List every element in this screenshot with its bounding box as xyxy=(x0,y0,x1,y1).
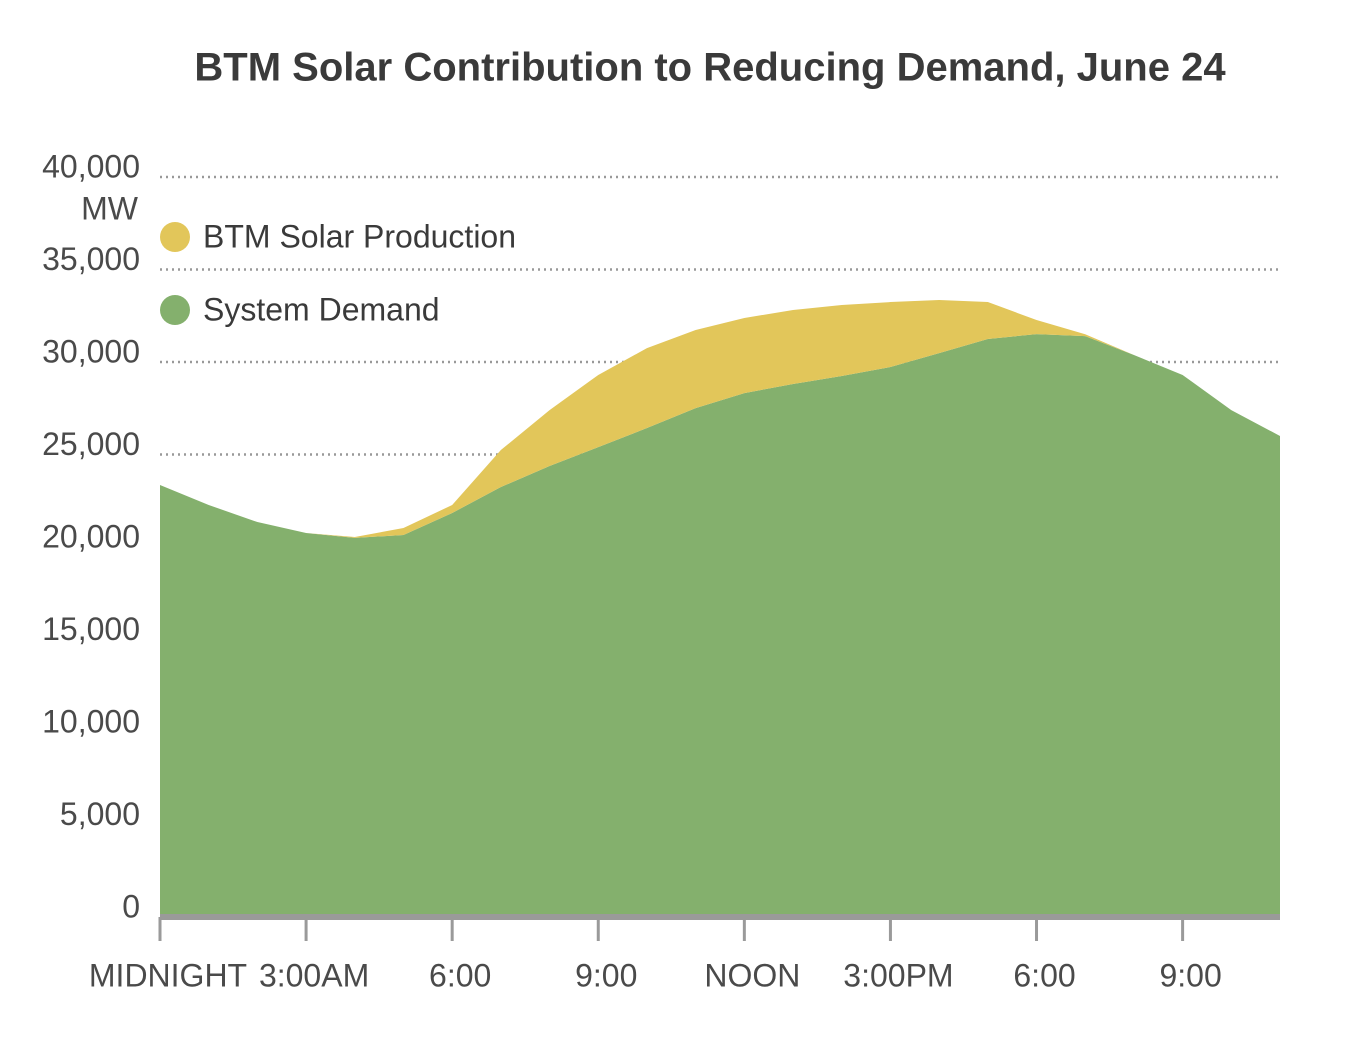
legend-label: System Demand xyxy=(203,291,440,327)
legend-label: BTM Solar Production xyxy=(203,218,516,254)
y-tick-label: 5,000 xyxy=(60,796,140,832)
y-tick-label: 40,000 xyxy=(42,148,140,184)
y-tick-label: 35,000 xyxy=(42,241,140,277)
x-tick-label: 6:00 xyxy=(1013,957,1075,993)
y-tick-label: 0 xyxy=(122,888,140,924)
x-tick-label: NOON xyxy=(704,957,800,993)
x-tick-label: 9:00 xyxy=(575,957,637,993)
area xyxy=(160,300,1280,538)
y-tick-label: 10,000 xyxy=(42,703,140,739)
y-tick-label: 30,000 xyxy=(42,333,140,369)
x-tick-label: MIDNIGHT xyxy=(89,957,247,993)
y-tick-label: 20,000 xyxy=(42,518,140,554)
y-tick-label: 15,000 xyxy=(42,611,140,647)
chart-title: BTM Solar Contribution to Reducing Deman… xyxy=(194,46,1226,90)
y-unit: MW xyxy=(81,190,139,226)
x-tick-label: 3:00AM xyxy=(259,957,369,993)
x-tick-label: 9:00 xyxy=(1159,957,1221,993)
legend-swatch xyxy=(160,222,190,252)
x-tick-label: 6:00 xyxy=(429,957,491,993)
legend-swatch xyxy=(160,295,190,325)
x-tick-label: 3:00PM xyxy=(843,957,953,993)
area xyxy=(160,334,1280,917)
y-tick-label: 25,000 xyxy=(42,426,140,462)
